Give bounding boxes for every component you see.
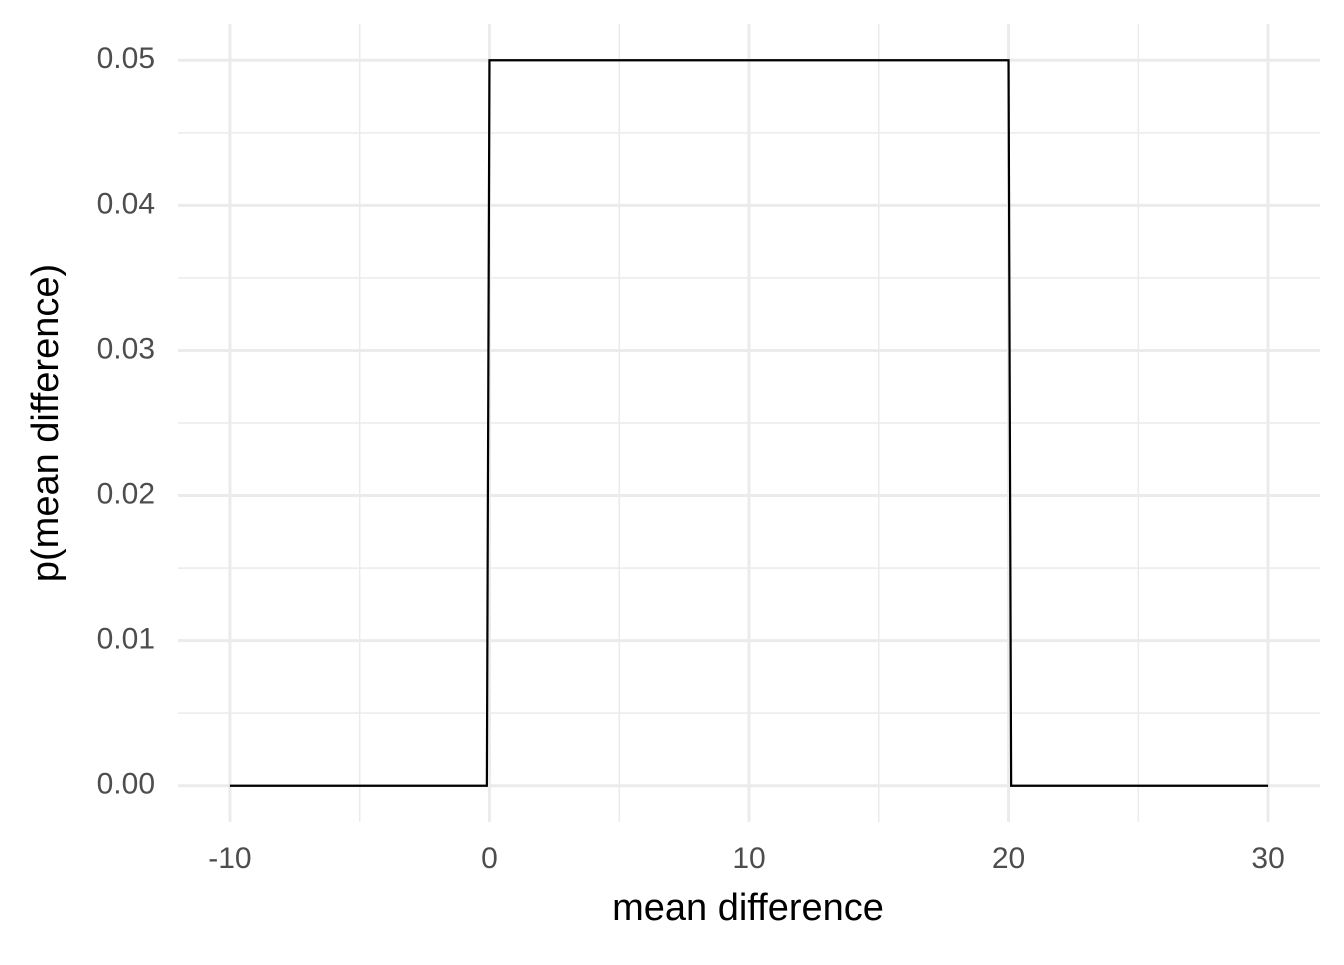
y-axis-title: p(mean difference) — [25, 264, 67, 582]
x-tick-label: 10 — [732, 842, 765, 875]
y-tick-label: 0.02 — [97, 477, 155, 510]
y-tick-label: 0.05 — [97, 42, 155, 75]
line — [229, 59, 1269, 787]
x-tick-label: 0 — [481, 842, 498, 875]
x-tick-label: -10 — [208, 842, 251, 875]
y-tick-label: 0.01 — [97, 623, 155, 656]
x-axis-title: mean difference — [612, 887, 884, 929]
y-tick-label: 0.03 — [97, 332, 155, 365]
x-tick-label: 30 — [1251, 842, 1284, 875]
y-tick-label: 0.00 — [97, 768, 155, 801]
y-tick-label: 0.04 — [97, 187, 155, 220]
x-tick-label: 20 — [992, 842, 1025, 875]
